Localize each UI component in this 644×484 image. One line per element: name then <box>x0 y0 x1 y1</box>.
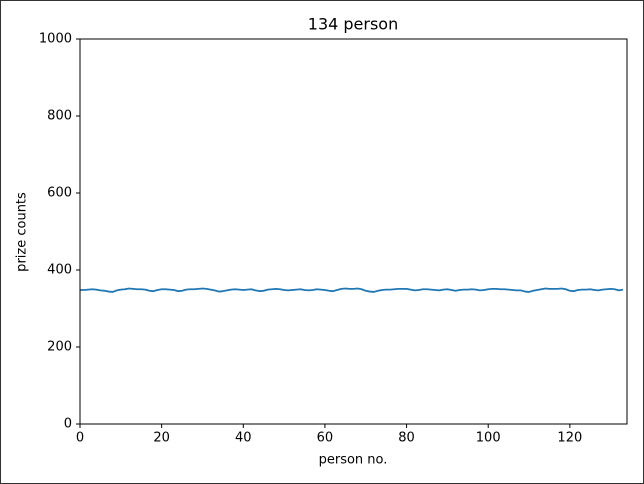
x-tick-label: 80 <box>398 431 415 446</box>
x-axis-label: person no. <box>319 453 388 468</box>
plot-frame <box>79 38 628 425</box>
x-tick-label: 40 <box>235 431 252 446</box>
y-tick-label: 1000 <box>39 32 72 47</box>
x-tick-label: 0 <box>76 431 84 446</box>
x-tick-label: 60 <box>317 431 334 446</box>
y-tick-label: 800 <box>47 109 72 124</box>
x-tick-label: 120 <box>557 431 582 446</box>
y-tick-label: 600 <box>47 186 72 201</box>
y-tick-label: 0 <box>64 417 72 432</box>
line-series <box>80 287 624 293</box>
y-tick-label: 200 <box>47 340 72 355</box>
y-axis-label: prize counts <box>15 192 30 272</box>
y-tick-label: 400 <box>47 263 72 278</box>
chart-title: 134 person <box>308 15 398 34</box>
x-tick-label: 20 <box>153 431 170 446</box>
x-tick-label: 100 <box>476 431 501 446</box>
